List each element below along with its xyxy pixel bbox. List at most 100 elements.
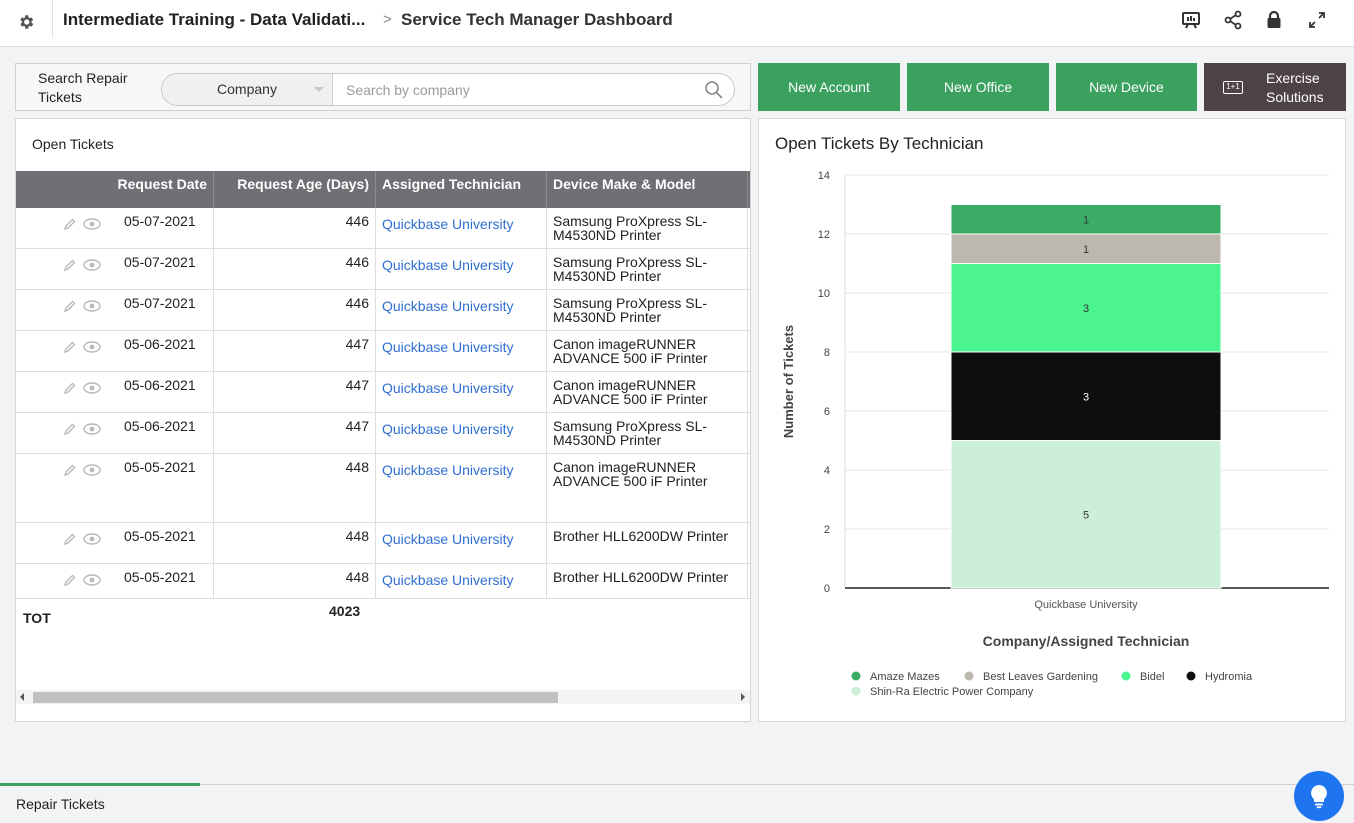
row-actions bbox=[63, 422, 101, 439]
legend-marker bbox=[964, 671, 974, 681]
search-input[interactable] bbox=[346, 74, 686, 105]
request-age: 446 bbox=[214, 290, 376, 330]
page-title: Service Tech Manager Dashboard bbox=[401, 10, 673, 29]
table-row[interactable]: 05-05-2021 448 Quickbase University Canon i… bbox=[16, 454, 750, 523]
new-device-button[interactable]: New Device bbox=[1056, 63, 1197, 111]
device-make-model: Samsung ProXpress SL-M4530ND Printer bbox=[547, 413, 748, 453]
legend-marker bbox=[1121, 671, 1131, 681]
settings-gear-icon[interactable] bbox=[14, 10, 38, 34]
device-make-model: Canon imageRUNNER ADVANCE 500 iF Printer bbox=[547, 454, 748, 522]
technician-link[interactable]: Quickbase University bbox=[376, 331, 547, 371]
request-age: 448 bbox=[214, 523, 376, 563]
search-icon[interactable] bbox=[704, 80, 724, 100]
app-title-breadcrumb[interactable]: Intermediate Training - Data Validati... bbox=[63, 10, 366, 29]
share-icon[interactable] bbox=[1222, 9, 1244, 31]
legend-label: Hydromia bbox=[1205, 671, 1253, 683]
horizontal-scrollbar[interactable] bbox=[16, 690, 750, 704]
table-row[interactable]: 05-07-2021 446 Quickbase University Samsung… bbox=[16, 290, 750, 331]
row-actions bbox=[63, 463, 101, 480]
column-header-device[interactable]: Device Make & Model bbox=[547, 171, 748, 208]
view-eye-icon[interactable] bbox=[83, 573, 101, 590]
table-row[interactable]: 05-05-2021 448 Quickbase University Brother… bbox=[16, 523, 750, 564]
date-cell: 05-05-2021 bbox=[16, 564, 214, 598]
view-eye-icon[interactable] bbox=[83, 340, 101, 357]
view-eye-icon[interactable] bbox=[83, 422, 101, 439]
column-header-assigned-technician[interactable]: Assigned Technician bbox=[376, 171, 547, 208]
table-row[interactable]: 05-07-2021 446 Quickbase University Samsung… bbox=[16, 249, 750, 290]
row-actions bbox=[63, 258, 101, 275]
row-actions bbox=[63, 217, 101, 234]
bar-data-label: 1 bbox=[1083, 214, 1089, 226]
technician-link[interactable]: Quickbase University bbox=[376, 372, 547, 412]
table-row[interactable]: 05-05-2021 448 Quickbase University Brother… bbox=[16, 564, 750, 599]
help-lightbulb-button[interactable] bbox=[1294, 771, 1344, 821]
view-eye-icon[interactable] bbox=[83, 463, 101, 480]
chart-title: Open Tickets By Technician bbox=[775, 134, 984, 153]
edit-pencil-icon[interactable] bbox=[63, 422, 77, 439]
date-cell: 05-07-2021 bbox=[16, 290, 214, 330]
chevron-down-icon bbox=[314, 87, 324, 92]
bar-data-label: 1 bbox=[1083, 244, 1089, 256]
technician-link[interactable]: Quickbase University bbox=[376, 564, 547, 598]
view-eye-icon[interactable] bbox=[83, 217, 101, 234]
edit-pencil-icon[interactable] bbox=[63, 258, 77, 275]
footer-divider bbox=[0, 784, 1354, 785]
presentation-icon[interactable] bbox=[1180, 9, 1202, 31]
scrollbar-thumb[interactable] bbox=[33, 692, 558, 703]
bar-segment bbox=[950, 263, 1222, 353]
edit-pencil-icon[interactable] bbox=[63, 381, 77, 398]
table-row[interactable]: 05-07-2021 446 Quickbase University Samsung… bbox=[16, 208, 750, 249]
date-cell: 05-07-2021 bbox=[16, 208, 214, 248]
date-cell: 05-06-2021 bbox=[16, 372, 214, 412]
row-actions bbox=[63, 381, 101, 398]
view-eye-icon[interactable] bbox=[83, 299, 101, 316]
search-field-selected-value: Company bbox=[217, 81, 277, 97]
technician-link[interactable]: Quickbase University bbox=[376, 208, 547, 248]
request-date: 05-07-2021 bbox=[124, 295, 196, 311]
scroll-right-icon[interactable] bbox=[741, 693, 745, 701]
top-bar: Intermediate Training - Data Validati...… bbox=[0, 0, 1354, 47]
device-make-model: Samsung ProXpress SL-M4530ND Printer bbox=[547, 249, 748, 289]
legend-marker bbox=[1186, 671, 1196, 681]
device-make-model: Canon imageRUNNER ADVANCE 500 iF Printer bbox=[547, 331, 748, 371]
legend-label: Shin-Ra Electric Power Company bbox=[870, 686, 1034, 698]
column-header-request-age[interactable]: Request Age (Days) bbox=[214, 171, 376, 208]
edit-pencil-icon[interactable] bbox=[63, 463, 77, 480]
technician-link[interactable]: Quickbase University bbox=[376, 290, 547, 330]
view-eye-icon[interactable] bbox=[83, 532, 101, 549]
view-eye-icon[interactable] bbox=[83, 258, 101, 275]
edit-pencil-icon[interactable] bbox=[63, 573, 77, 590]
device-make-model: Brother HLL6200DW Printer bbox=[547, 564, 748, 598]
view-eye-icon[interactable] bbox=[83, 381, 101, 398]
technician-link[interactable]: Quickbase University bbox=[376, 454, 547, 522]
edit-pencil-icon[interactable] bbox=[63, 299, 77, 316]
expand-icon[interactable] bbox=[1306, 9, 1328, 31]
total-label: TOT bbox=[23, 610, 51, 626]
exercise-solutions-button[interactable]: 1+1 Exercise Solutions bbox=[1204, 63, 1346, 111]
search-field-select[interactable]: Company bbox=[162, 74, 333, 105]
table-row[interactable]: 05-06-2021 447 Quickbase University Canon i… bbox=[16, 372, 750, 413]
technician-link[interactable]: Quickbase University bbox=[376, 523, 547, 563]
edit-pencil-icon[interactable] bbox=[63, 532, 77, 549]
edit-pencil-icon[interactable] bbox=[63, 217, 77, 234]
table-row[interactable]: 05-06-2021 447 Quickbase University Samsung… bbox=[16, 413, 750, 454]
technician-link[interactable]: Quickbase University bbox=[376, 413, 547, 453]
legend-label: Bidel bbox=[1140, 671, 1164, 683]
column-header-request-date[interactable]: Request Date bbox=[16, 171, 214, 208]
tab-repair-tickets[interactable]: Repair Tickets bbox=[16, 796, 105, 812]
legend-label: Amaze Mazes bbox=[870, 671, 940, 683]
technician-link[interactable]: Quickbase University bbox=[376, 249, 547, 289]
row-actions bbox=[63, 532, 101, 549]
lock-icon[interactable] bbox=[1263, 9, 1285, 31]
table-row[interactable]: 05-06-2021 447 Quickbase University Canon i… bbox=[16, 331, 750, 372]
new-office-button[interactable]: New Office bbox=[907, 63, 1049, 111]
new-account-button[interactable]: New Account bbox=[758, 63, 900, 111]
date-cell: 05-06-2021 bbox=[16, 413, 214, 453]
request-date: 05-06-2021 bbox=[124, 336, 196, 352]
lightbulb-icon bbox=[1311, 785, 1327, 809]
table-title: Open Tickets bbox=[32, 136, 114, 152]
request-date: 05-07-2021 bbox=[124, 213, 196, 229]
edit-pencil-icon[interactable] bbox=[63, 340, 77, 357]
date-cell: 05-06-2021 bbox=[16, 331, 214, 371]
scroll-left-icon[interactable] bbox=[20, 693, 24, 701]
